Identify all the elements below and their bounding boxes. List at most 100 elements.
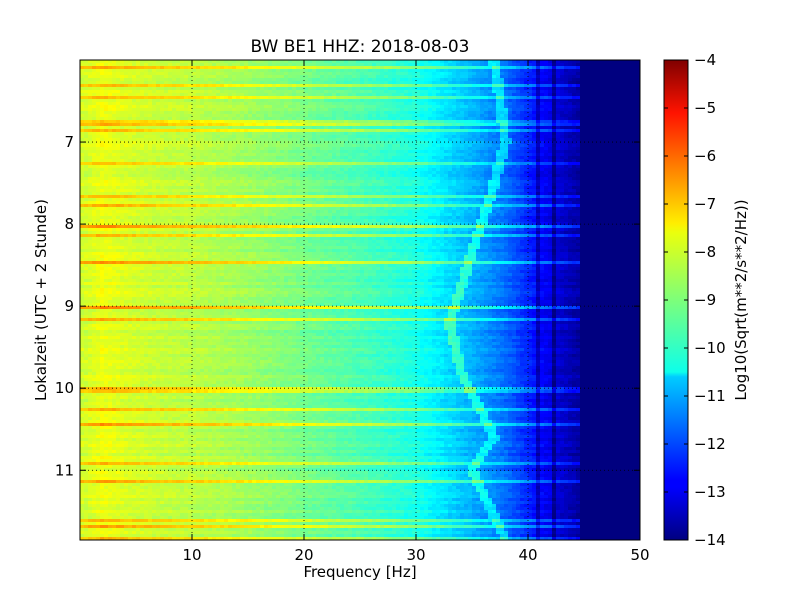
- heat-cell: [428, 135, 433, 139]
- heat-cell: [524, 102, 529, 106]
- heat-cell: [576, 114, 581, 118]
- heat-cell: [176, 108, 181, 112]
- heat-cell: [276, 69, 281, 73]
- heat-cell: [236, 102, 241, 106]
- heat-cell: [340, 138, 345, 142]
- heat-cell: [548, 117, 553, 121]
- heat-cell: [624, 138, 629, 142]
- heat-cell: [296, 138, 301, 142]
- heat-cell: [564, 129, 569, 133]
- heat-cell: [432, 135, 437, 139]
- heat-cell: [168, 87, 173, 91]
- heat-cell: [280, 66, 285, 70]
- heat-cell: [112, 84, 117, 88]
- heat-cell: [196, 135, 201, 139]
- heat-cell: [628, 93, 633, 97]
- heat-cell: [360, 75, 365, 79]
- heat-cell: [340, 90, 345, 94]
- heat-cell: [204, 75, 209, 79]
- heat-cell: [412, 84, 417, 88]
- heat-cell: [228, 63, 233, 67]
- heat-cell: [328, 132, 333, 136]
- heat-cell: [540, 111, 545, 115]
- heat-cell: [528, 69, 533, 73]
- heat-cell: [304, 132, 309, 136]
- heat-cell: [296, 60, 301, 64]
- heat-cell: [464, 96, 469, 100]
- heat-cell: [104, 99, 109, 103]
- heat-cell: [336, 132, 341, 136]
- heat-cell: [136, 90, 141, 94]
- heat-cell: [384, 120, 389, 124]
- heat-cell: [608, 126, 613, 130]
- heat-cell: [600, 69, 605, 73]
- heat-cell: [332, 72, 337, 76]
- heat-cell: [516, 87, 521, 91]
- heat-cell: [568, 117, 573, 121]
- heat-cell: [148, 96, 153, 100]
- heat-cell: [312, 87, 317, 91]
- heat-cell: [96, 93, 101, 97]
- heat-cell: [368, 87, 373, 91]
- heat-cell: [548, 99, 553, 103]
- heat-cell: [80, 135, 85, 139]
- heat-cell: [588, 117, 593, 121]
- heat-cell: [576, 117, 581, 121]
- heat-cell: [104, 132, 109, 136]
- heat-cell: [308, 129, 313, 133]
- heat-cell: [376, 144, 381, 148]
- heat-cell: [340, 123, 345, 127]
- heat-cell: [108, 93, 113, 97]
- heat-cell: [204, 69, 209, 73]
- heat-cell: [112, 141, 117, 145]
- heat-cell: [396, 93, 401, 97]
- heat-cell: [336, 93, 341, 97]
- heat-cell: [176, 105, 181, 109]
- heat-cell: [352, 141, 357, 145]
- heat-cell: [456, 96, 461, 100]
- heat-cell: [552, 90, 557, 94]
- heat-cell: [284, 87, 289, 91]
- heat-cell: [388, 114, 393, 118]
- heat-cell: [592, 78, 597, 82]
- heat-cell: [444, 117, 449, 121]
- heat-cell: [492, 99, 497, 103]
- heat-cell: [204, 102, 209, 106]
- heat-cell: [616, 75, 621, 79]
- heat-cell: [192, 75, 197, 79]
- heat-cell: [632, 102, 637, 106]
- heat-cell: [220, 72, 225, 76]
- heat-cell: [488, 141, 493, 145]
- heat-cell: [380, 129, 385, 133]
- heat-cell: [524, 99, 529, 103]
- heat-cell: [164, 96, 169, 100]
- heat-cell: [328, 81, 333, 85]
- heat-cell: [436, 60, 441, 64]
- heat-cell: [568, 93, 573, 97]
- heat-cell: [232, 90, 237, 94]
- heat-cell: [628, 111, 633, 115]
- heat-cell: [636, 111, 640, 115]
- heat-cell: [220, 108, 225, 112]
- heat-cell: [228, 99, 233, 103]
- heat-cell: [572, 141, 577, 145]
- heat-cell: [460, 108, 465, 112]
- heat-cell: [568, 132, 573, 136]
- heat-cell: [136, 75, 141, 79]
- heat-cell: [616, 141, 621, 145]
- heat-cell: [232, 114, 237, 118]
- heat-cell: [604, 81, 609, 85]
- heat-cell: [284, 135, 289, 139]
- heat-cell: [180, 93, 185, 97]
- heat-cell: [624, 87, 629, 91]
- heat-cell: [108, 87, 113, 91]
- heat-cell: [456, 120, 461, 124]
- heat-cell: [584, 129, 589, 133]
- heat-cell: [292, 105, 297, 109]
- heat-cell: [452, 69, 457, 73]
- heat-cell: [240, 93, 245, 97]
- heat-cell: [612, 144, 617, 148]
- heat-cell: [212, 147, 217, 151]
- heat-cell: [240, 96, 245, 100]
- heat-cell: [84, 69, 89, 73]
